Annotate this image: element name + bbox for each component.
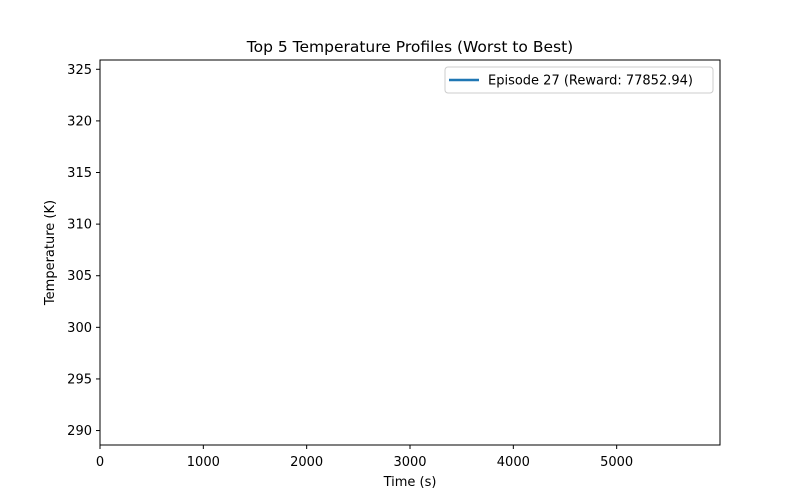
legend: Episode 27 (Reward: 77852.94) bbox=[444, 66, 714, 94]
y-tick-label: 325 bbox=[67, 63, 92, 78]
x-axis-label: Time (s) bbox=[383, 475, 437, 490]
legend-label: Episode 27 (Reward: 77852.94) bbox=[488, 74, 693, 89]
plot-area bbox=[99, 59, 721, 446]
plot-frame bbox=[99, 59, 721, 446]
y-tick-label: 315 bbox=[67, 166, 92, 181]
y-axis: 290 295 300 305 310 315 320 325 bbox=[67, 63, 100, 439]
y-tick-label: 320 bbox=[67, 114, 92, 129]
x-axis: 0 1000 2000 3000 4000 5000 bbox=[96, 445, 633, 470]
x-tick-label: 3000 bbox=[393, 455, 426, 470]
y-tick-label: 310 bbox=[67, 218, 92, 233]
x-tick-label: 0 bbox=[96, 455, 104, 470]
x-tick-label: 1000 bbox=[187, 455, 220, 470]
y-tick-label: 290 bbox=[67, 424, 92, 439]
chart-title: Top 5 Temperature Profiles (Worst to Bes… bbox=[246, 38, 573, 56]
x-tick-label: 2000 bbox=[290, 455, 323, 470]
y-axis-label: Temperature (K) bbox=[43, 200, 58, 306]
y-tick-label: 295 bbox=[67, 372, 92, 387]
x-tick-label: 4000 bbox=[497, 455, 530, 470]
legend-box bbox=[444, 66, 714, 94]
y-tick-label: 305 bbox=[67, 269, 92, 284]
x-tick-label: 5000 bbox=[600, 455, 633, 470]
y-tick-label: 300 bbox=[67, 321, 92, 336]
